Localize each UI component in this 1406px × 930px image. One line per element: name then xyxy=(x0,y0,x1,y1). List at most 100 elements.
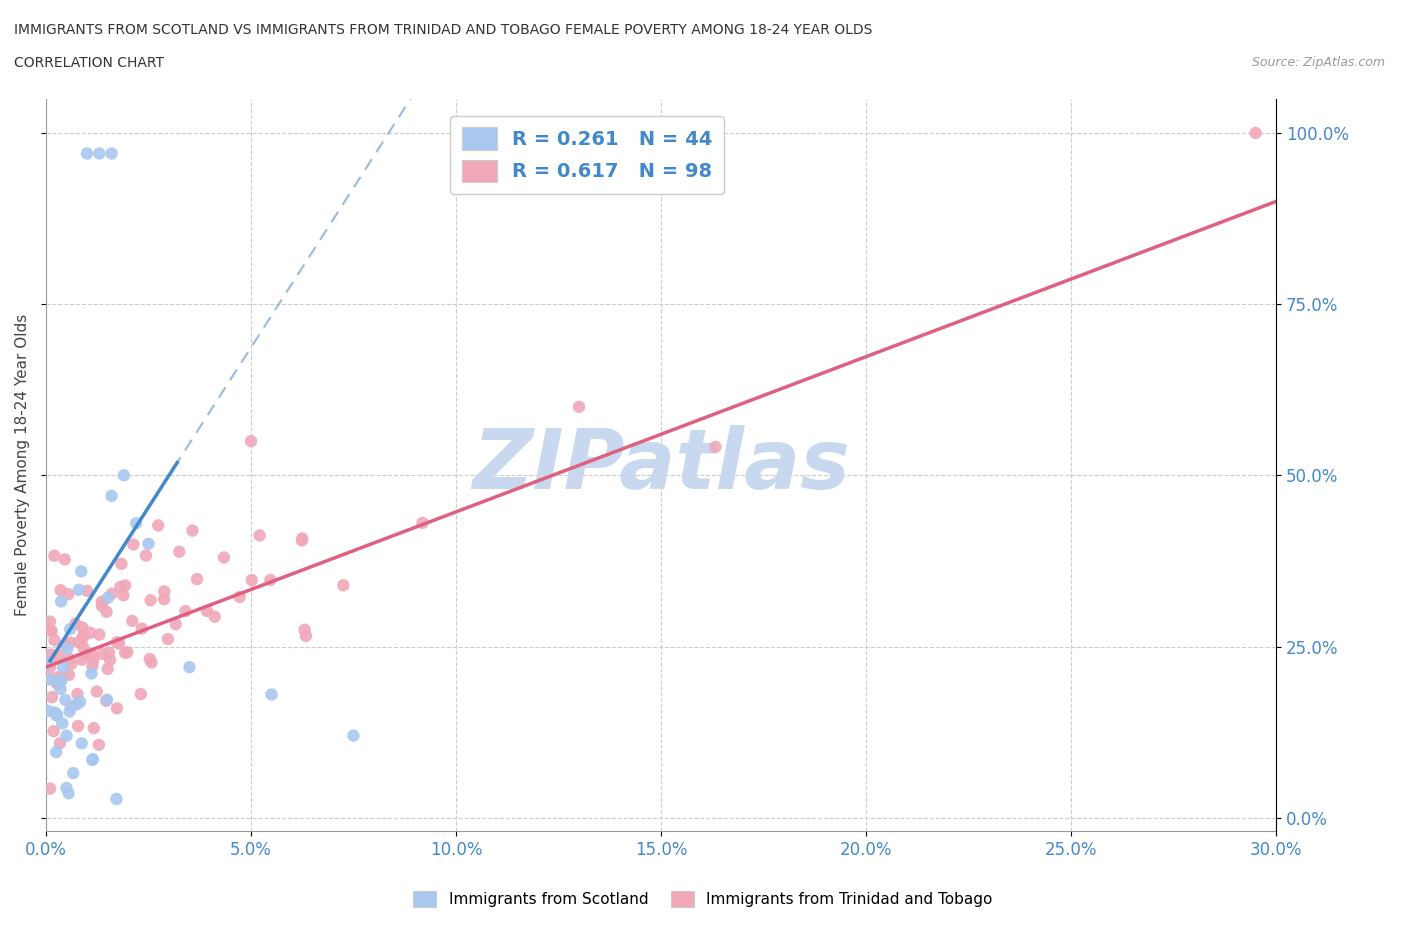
Point xyxy=(105,701,128,716)
Point xyxy=(212,550,235,565)
Point xyxy=(44,549,66,564)
Text: Source: ZipAtlas.com: Source: ZipAtlas.com xyxy=(1251,56,1385,69)
Point xyxy=(96,604,118,619)
Point xyxy=(49,736,72,751)
Point xyxy=(51,673,73,688)
Point xyxy=(82,751,104,766)
Point xyxy=(49,682,72,697)
Point xyxy=(100,488,122,503)
Point xyxy=(41,623,63,638)
Point xyxy=(141,655,163,670)
Point xyxy=(260,687,283,702)
Point xyxy=(90,594,112,609)
Point xyxy=(39,647,62,662)
Point xyxy=(82,752,104,767)
Point xyxy=(58,668,80,683)
Point xyxy=(76,583,98,598)
Point xyxy=(105,791,128,806)
Point xyxy=(90,598,112,613)
Point xyxy=(44,632,66,647)
Point xyxy=(39,614,62,629)
Point xyxy=(89,146,111,161)
Legend: R = 0.261   N = 44, R = 0.617   N = 98: R = 0.261 N = 44, R = 0.617 N = 98 xyxy=(450,115,724,193)
Point xyxy=(153,584,176,599)
Point xyxy=(46,647,69,662)
Point xyxy=(55,638,77,653)
Point xyxy=(167,544,190,559)
Point xyxy=(67,719,90,734)
Point xyxy=(46,708,69,723)
Point xyxy=(60,657,83,671)
Point xyxy=(72,630,94,644)
Point xyxy=(72,640,94,655)
Point xyxy=(65,617,87,631)
Point xyxy=(165,617,187,631)
Y-axis label: Female Poverty Among 18-24 Year Olds: Female Poverty Among 18-24 Year Olds xyxy=(15,314,30,617)
Point xyxy=(59,635,82,650)
Point xyxy=(98,653,121,668)
Point xyxy=(249,528,271,543)
Point xyxy=(46,676,69,691)
Point xyxy=(39,659,62,674)
Point xyxy=(114,578,136,593)
Point xyxy=(58,587,80,602)
Point xyxy=(51,671,73,686)
Point xyxy=(37,703,59,718)
Point xyxy=(80,646,103,661)
Point xyxy=(82,658,104,673)
Point xyxy=(80,666,103,681)
Point xyxy=(295,629,318,644)
Text: CORRELATION CHART: CORRELATION CHART xyxy=(14,56,165,70)
Point xyxy=(332,578,354,592)
Point xyxy=(59,621,82,636)
Point xyxy=(110,579,132,594)
Point xyxy=(49,583,72,598)
Point xyxy=(259,573,281,588)
Point xyxy=(112,468,135,483)
Point xyxy=(70,736,93,751)
Point xyxy=(49,674,72,689)
Point xyxy=(568,400,591,415)
Point xyxy=(67,634,90,649)
Point xyxy=(98,645,121,660)
Point xyxy=(1244,126,1267,140)
Point xyxy=(121,614,143,629)
Point xyxy=(105,634,128,649)
Point xyxy=(70,564,93,578)
Point xyxy=(49,594,72,609)
Point xyxy=(156,631,179,646)
Point xyxy=(291,533,314,548)
Point xyxy=(39,623,62,638)
Point xyxy=(41,690,63,705)
Point xyxy=(62,765,84,780)
Point xyxy=(76,647,98,662)
Point xyxy=(66,686,89,701)
Point xyxy=(55,780,77,795)
Point xyxy=(112,588,135,603)
Text: IMMIGRANTS FROM SCOTLAND VS IMMIGRANTS FROM TRINIDAD AND TOBAGO FEMALE POVERTY A: IMMIGRANTS FROM SCOTLAND VS IMMIGRANTS F… xyxy=(14,23,873,37)
Point xyxy=(195,604,218,618)
Point xyxy=(52,659,75,674)
Point xyxy=(138,652,160,667)
Point xyxy=(42,724,65,738)
Point xyxy=(125,516,148,531)
Point xyxy=(91,646,114,661)
Point xyxy=(89,627,111,642)
Point xyxy=(76,146,98,161)
Point xyxy=(138,537,160,551)
Point xyxy=(44,705,66,720)
Point xyxy=(291,531,314,546)
Point xyxy=(83,721,105,736)
Point xyxy=(56,641,79,656)
Point xyxy=(53,693,76,708)
Point xyxy=(51,716,73,731)
Point xyxy=(58,651,80,666)
Point xyxy=(129,686,152,701)
Point xyxy=(67,582,90,597)
Point xyxy=(39,655,62,670)
Point xyxy=(97,661,120,676)
Point xyxy=(72,620,94,635)
Point xyxy=(139,593,162,608)
Point xyxy=(35,656,58,671)
Point xyxy=(148,518,170,533)
